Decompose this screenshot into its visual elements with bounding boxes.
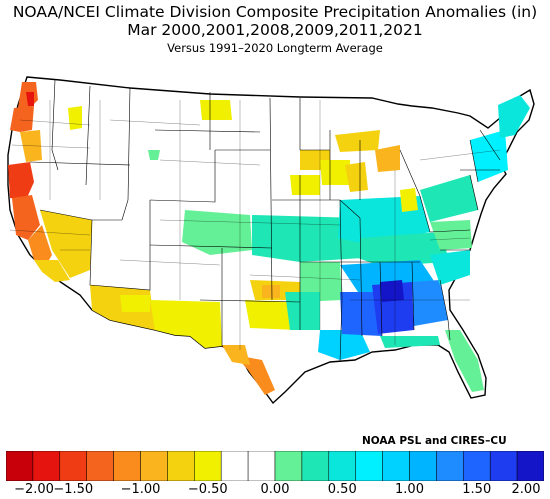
region-fl-panhandle: [380, 336, 440, 348]
region-mi-lp: [375, 145, 400, 172]
region-ms: [340, 292, 382, 336]
colorbar-tick-label: 1.50: [462, 482, 492, 497]
region-nv: [40, 210, 92, 278]
region-ca-interior: [12, 195, 40, 240]
region-wy-spot: [148, 150, 160, 160]
region-pa-ny: [420, 175, 478, 222]
region-wi: [320, 160, 350, 185]
region-central-plains: [182, 210, 252, 255]
region-sw-co: [120, 295, 150, 312]
region-co-east: [262, 285, 280, 298]
colorbar-tick-label: 0.00: [260, 482, 290, 497]
colorbar-swatch: [140, 451, 168, 481]
region-ky: [358, 232, 450, 266]
colorbar-swatch: [463, 451, 491, 481]
region-maine: [498, 95, 530, 138]
region-oh-spot: [400, 188, 418, 212]
region-ca-north: [8, 162, 34, 200]
region-ca-central: [28, 225, 52, 268]
colorbar-swatch: [436, 451, 464, 481]
region-tx-west: [222, 345, 250, 365]
division-borders: [9, 100, 501, 350]
colorbar-swatch: [167, 451, 195, 481]
colorbar-swatch: [274, 451, 303, 481]
colorbar-tick-label: 1.00: [395, 482, 424, 497]
region-ga: [412, 280, 448, 326]
region-id-north: [68, 106, 82, 130]
colorbar-swatch: [382, 451, 410, 481]
colorbar-swatch: [301, 451, 330, 481]
region-ca-south: [34, 260, 70, 282]
region-wa-puget: [26, 92, 34, 106]
colorbar-swatch: [220, 451, 249, 481]
region-new-england: [470, 130, 508, 182]
colorbar: [6, 451, 544, 481]
colorbar-swatch: [86, 451, 114, 481]
region-mo-il: [252, 215, 362, 262]
region-carolinas: [430, 250, 470, 285]
region-mi-west: [345, 162, 368, 192]
colorbar-swatch: [6, 451, 34, 481]
region-tx-south: [235, 355, 275, 395]
colorbar-swatch: [247, 451, 276, 481]
colorbar-tick-label: −2.00: [14, 482, 54, 497]
region-mt-east: [200, 100, 232, 120]
credit-label: NOAA PSL and CIRES–CU: [362, 435, 507, 447]
region-or-coast: [10, 106, 34, 132]
colorbar-swatch: [355, 451, 383, 481]
region-mi-north: [335, 130, 380, 152]
region-va: [430, 220, 472, 250]
colorbar-tick-label: −0.50: [187, 482, 228, 497]
colorbar-swatch: [113, 451, 141, 481]
region-al-north: [380, 280, 404, 302]
region-fl: [445, 330, 484, 392]
colorbar-swatch: [489, 451, 518, 481]
colorbar-swatch: [32, 451, 61, 481]
region-ok-east: [285, 292, 320, 330]
region-or-interior: [20, 130, 42, 162]
region-nm: [150, 300, 222, 348]
map-period: Mar 2000,2001,2008,2009,2011,2021: [127, 21, 423, 39]
colorbar-swatch: [59, 451, 87, 481]
colorbar-swatch: [409, 451, 437, 481]
region-la: [318, 330, 370, 360]
colorbar-tick-labels: −2.00 −1.50 −1.00 −0.50 0.00 0.50 1.00 1.50 2.00: [0, 482, 550, 498]
precipitation-anomaly-map: [7, 76, 535, 405]
colorbar-tick-label: 2.00: [511, 482, 541, 497]
region-tx-central: [245, 300, 300, 330]
colorbar-swatch: [194, 451, 222, 481]
colorbar-swatch: [516, 451, 544, 481]
region-ia: [290, 175, 320, 195]
colorbar-tick-label: −1.00: [120, 482, 161, 497]
colorbar-tick-label: −1.50: [53, 482, 94, 497]
colorbar-tick-label: 0.50: [327, 482, 357, 497]
map-title: NOAA/NCEI Climate Division Composite Pre…: [12, 3, 538, 21]
map-baseline: Versus 1991–2020 Longterm Average: [167, 41, 383, 55]
colorbar-swatch: [328, 451, 356, 481]
